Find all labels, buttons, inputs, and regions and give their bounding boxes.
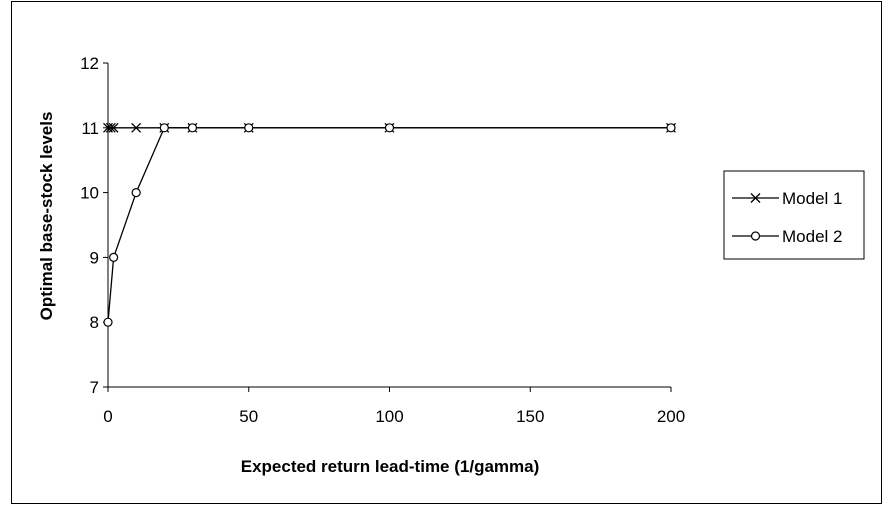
legend: Model 1 Model 2: [723, 170, 865, 260]
axes: 7 8 9 10 11 12 0 50 100 150 200: [80, 54, 685, 426]
x-tick-label: 50: [239, 407, 258, 426]
x-tick-label: 0: [103, 407, 112, 426]
legend-marker: [750, 231, 761, 241]
model-2-point: [159, 123, 169, 133]
y-tick-label: 11: [81, 119, 99, 138]
y-tick-label: 12: [80, 54, 99, 73]
model-1-point: [131, 122, 142, 133]
model-2-point: [109, 252, 119, 262]
model-1-point: [105, 122, 116, 133]
model-1-point: [108, 122, 119, 133]
marker-x-stroke: [108, 122, 119, 133]
x-axis-title: Expected return lead-time (1/gamma): [241, 457, 540, 476]
model-2-line: [107, 127, 671, 323]
model-2-point: [103, 317, 113, 327]
marker-x-stroke: [131, 122, 142, 133]
legend-marker: [750, 193, 761, 203]
model-2-point: [131, 188, 141, 198]
series-layer: [103, 122, 676, 327]
y-tick-label: 8: [90, 313, 99, 332]
legend-item-model-2: Model 2: [732, 227, 842, 246]
marker-x-stroke: [105, 122, 116, 133]
y-tick-label: 9: [90, 248, 99, 267]
x-tick-label: 200: [657, 407, 685, 426]
marker-x-stroke: [750, 193, 761, 203]
legend-label: Model 2: [782, 227, 842, 246]
model-2-point: [666, 123, 676, 133]
y-tick-label: 10: [80, 184, 99, 203]
model-2-point: [244, 123, 254, 133]
y-axis-title: Optimal base-stock levels: [37, 112, 56, 321]
x-tick-label: 150: [516, 407, 544, 426]
legend-item-model-1: Model 1: [732, 189, 842, 208]
x-tick-label: 100: [375, 407, 403, 426]
y-tick-label: 7: [90, 378, 99, 397]
legend-box: [723, 170, 865, 260]
model-2-point: [187, 123, 198, 133]
model-2-point: [384, 123, 395, 133]
legend-label: Model 1: [782, 189, 842, 208]
